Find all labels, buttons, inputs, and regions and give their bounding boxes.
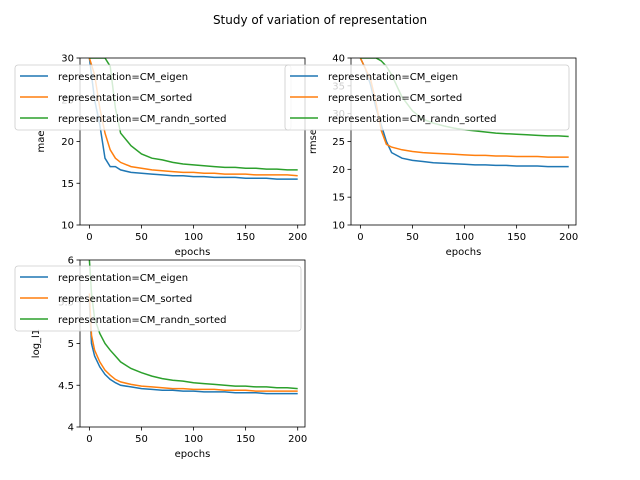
- legend: representation=CM_eigen representation=CM…: [14, 265, 302, 332]
- y-tick-label: 5: [68, 339, 74, 350]
- x-tick-label: 200: [288, 232, 307, 243]
- y-tick-label: 15: [61, 179, 74, 190]
- x-tick-label: 50: [406, 232, 419, 243]
- x-tick-label: 150: [507, 232, 526, 243]
- y-tick-label: 4: [68, 423, 74, 434]
- series-line-1: [88, 58, 298, 180]
- figure-title: Study of variation of representation: [213, 13, 427, 27]
- x-tick-label: 100: [455, 232, 474, 243]
- subplot-1: 0501001502001015202530epochsmaerepresent…: [14, 54, 307, 258]
- legend-label-3: representation=CM_randn_sorted: [328, 114, 496, 125]
- x-tick-label: 200: [559, 232, 578, 243]
- subplot-2: 05010015020010152025303540epochsrmserepr…: [284, 54, 578, 258]
- y-tick-label: 6: [68, 256, 74, 267]
- x-axis-label: epochs: [446, 247, 482, 258]
- charts-container: 0501001502001015202530epochsmaerepresent…: [14, 54, 578, 460]
- legend-label-1: representation=CM_eigen: [58, 273, 188, 284]
- y-tick-label: 30: [61, 54, 74, 65]
- y-tick-label: 25: [332, 137, 345, 148]
- legend: representation=CM_eigen representation=CM…: [284, 64, 570, 131]
- legend-box: [284, 64, 570, 131]
- y-tick-label: 10: [61, 221, 74, 232]
- series-line-2: [88, 58, 298, 177]
- series-line-1: [88, 301, 298, 395]
- y-tick-label: 15: [332, 193, 345, 204]
- x-tick-label: 100: [184, 434, 203, 445]
- y-axis-label: rmse: [308, 129, 319, 154]
- x-tick-label: 0: [86, 232, 92, 243]
- y-axis-label: mae: [36, 130, 47, 152]
- legend-label-2: representation=CM_sorted: [58, 294, 192, 305]
- y-axis-label: log_l1: [31, 329, 42, 358]
- x-tick-label: 50: [135, 232, 148, 243]
- legend-label-3: representation=CM_randn_sorted: [58, 114, 226, 125]
- y-tick-label: 40: [332, 54, 345, 65]
- series-line-2: [88, 293, 298, 392]
- legend-box: [14, 265, 302, 332]
- x-tick-label: 150: [236, 434, 255, 445]
- x-axis-label: epochs: [175, 449, 211, 460]
- legend-label-2: representation=CM_sorted: [328, 93, 462, 104]
- legend: representation=CM_eigen representation=CM…: [14, 64, 292, 131]
- x-tick-label: 0: [86, 434, 92, 445]
- x-tick-label: 100: [184, 232, 203, 243]
- y-tick-label: 10: [332, 221, 345, 232]
- y-tick-label: 20: [61, 137, 74, 148]
- x-tick-label: 200: [288, 434, 307, 445]
- y-tick-label: 4.5: [58, 381, 74, 392]
- y-tick-label: 20: [332, 165, 345, 176]
- legend-label-1: representation=CM_eigen: [328, 72, 458, 83]
- x-axis-label: epochs: [175, 247, 211, 258]
- subplot-3: 05010015020044.555.56epochslog_l1represe…: [14, 256, 307, 460]
- legend-label-2: representation=CM_sorted: [58, 93, 192, 104]
- x-tick-label: 0: [357, 232, 363, 243]
- x-tick-label: 50: [135, 434, 148, 445]
- legend-label-1: representation=CM_eigen: [58, 72, 188, 83]
- series-line-3: [88, 260, 298, 390]
- x-tick-label: 150: [236, 232, 255, 243]
- legend-label-3: representation=CM_randn_sorted: [58, 315, 226, 326]
